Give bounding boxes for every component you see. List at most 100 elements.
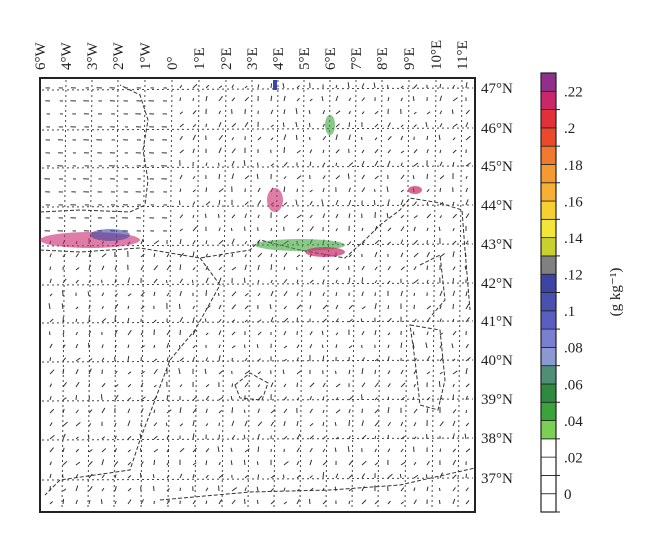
wind-vector bbox=[179, 200, 180, 205]
wind-vector bbox=[271, 96, 272, 101]
wind-vector bbox=[388, 305, 389, 309]
precip-cell bbox=[408, 186, 422, 194]
wind-vector bbox=[140, 473, 141, 478]
latitude-label: 38°N bbox=[481, 431, 513, 447]
longitude-label: 1°W bbox=[138, 42, 154, 70]
colorbar-tick-label: .2 bbox=[564, 121, 575, 137]
longitude-label: 3°E bbox=[245, 47, 261, 70]
colorbar-segment bbox=[541, 164, 556, 182]
colorbar-tick-label: 0 bbox=[564, 487, 572, 503]
colorbar-tick-label: .14 bbox=[564, 231, 583, 247]
wind-vector bbox=[323, 356, 324, 361]
latitude-label: 42°N bbox=[481, 276, 513, 292]
wind-vector bbox=[206, 290, 207, 296]
precip-cell bbox=[90, 229, 130, 241]
wind-vector bbox=[205, 214, 206, 218]
wind-vector bbox=[413, 397, 414, 400]
wind-vector bbox=[231, 228, 232, 231]
wind-vector bbox=[154, 460, 155, 465]
wind-vector bbox=[349, 122, 350, 127]
colorbar-tick-label: .02 bbox=[564, 450, 583, 466]
wind-vector bbox=[362, 277, 363, 283]
wind-vector bbox=[439, 488, 440, 491]
wind-vector bbox=[375, 370, 376, 374]
wind-vector bbox=[440, 84, 441, 88]
latitude-label: 39°N bbox=[481, 392, 513, 408]
wind-vector bbox=[388, 397, 389, 400]
colorbar-segment bbox=[541, 183, 556, 201]
wind-vector bbox=[166, 280, 167, 283]
wind-vector bbox=[283, 475, 284, 478]
colorbar-segment bbox=[541, 402, 556, 420]
colorbar: 0.02.04.06.08.1.12.14.16.18.2.22 bbox=[541, 73, 583, 512]
latitude-label: 46°N bbox=[481, 121, 513, 137]
colorbar-segment bbox=[541, 110, 556, 128]
colorbar-tick-label: .1 bbox=[564, 304, 575, 320]
longitude-label: 5°E bbox=[297, 47, 313, 70]
wind-vector bbox=[440, 188, 441, 192]
wind-vector bbox=[271, 83, 272, 88]
wind-vector bbox=[283, 122, 284, 127]
wind-vector bbox=[232, 254, 233, 257]
colorbar-tick-label: .04 bbox=[564, 414, 583, 430]
latitude-label: 37°N bbox=[481, 471, 513, 487]
wind-vector bbox=[452, 109, 453, 114]
wind-vector bbox=[206, 187, 207, 192]
latitude-labels: 47°N 46°N 45°N 44°N 43°N 42°N 41°N 40°N 39°N 38°N… bbox=[481, 81, 513, 487]
colorbar-segment bbox=[541, 146, 556, 164]
wind-vector bbox=[401, 343, 402, 348]
precip-cell bbox=[305, 247, 345, 257]
longitude-label: 2°W bbox=[111, 42, 127, 70]
wind-vector bbox=[89, 397, 90, 400]
wind-vector bbox=[309, 499, 310, 504]
wind-vector bbox=[258, 474, 259, 478]
longitude-label: 0° bbox=[165, 57, 181, 71]
wind-vector bbox=[218, 293, 219, 296]
wind-vector bbox=[348, 173, 349, 179]
colorbar-tick-label: .06 bbox=[564, 377, 583, 393]
wind-vector bbox=[297, 189, 298, 192]
wind-vector bbox=[166, 423, 167, 426]
wind-vector bbox=[297, 318, 298, 322]
wind-vector bbox=[375, 436, 376, 439]
longitude-label: 8°E bbox=[375, 47, 391, 70]
wind-vector bbox=[76, 319, 77, 322]
colorbar-segment bbox=[541, 201, 556, 219]
wind-vector bbox=[244, 278, 245, 283]
colorbar-tick-label: .22 bbox=[564, 85, 583, 101]
latitude-label: 47°N bbox=[481, 81, 513, 97]
wind-vector bbox=[153, 474, 154, 478]
longitude-label: 4°E bbox=[271, 47, 287, 70]
latitude-label: 44°N bbox=[481, 198, 513, 214]
wind-vector bbox=[76, 395, 77, 400]
wind-vector bbox=[296, 135, 297, 140]
colorbar-segment bbox=[541, 475, 556, 493]
wind-vector bbox=[244, 410, 245, 413]
colorbar-tick-label: .16 bbox=[564, 194, 583, 210]
wind-vector bbox=[193, 98, 194, 101]
wind-vector bbox=[466, 410, 467, 413]
wind-vector bbox=[349, 420, 350, 426]
colorbar-segment bbox=[541, 238, 556, 256]
latitude-label: 40°N bbox=[481, 353, 513, 369]
wind-vector bbox=[426, 474, 427, 478]
wind-vector bbox=[101, 499, 102, 504]
colorbar-segment bbox=[541, 384, 556, 402]
wind-vector bbox=[50, 267, 51, 270]
wind-vector bbox=[101, 394, 102, 400]
longitude-label: 7°E bbox=[349, 47, 365, 70]
colorbar-segment bbox=[541, 439, 556, 457]
colorbar-segment bbox=[541, 219, 556, 237]
wind-vector bbox=[427, 136, 428, 140]
wind-vector bbox=[414, 293, 415, 296]
latitude-label: 41°N bbox=[481, 314, 513, 330]
colorbar-tick-label: .12 bbox=[564, 268, 583, 284]
wind-vector bbox=[427, 408, 428, 413]
colorbar-tick-label: .18 bbox=[564, 158, 583, 174]
wind-vector bbox=[50, 357, 51, 361]
longitude-label: 6°W bbox=[33, 42, 49, 70]
colorbar-segment bbox=[541, 256, 556, 274]
latitude-label: 45°N bbox=[481, 159, 513, 175]
latitude-label: 43°N bbox=[481, 237, 513, 253]
